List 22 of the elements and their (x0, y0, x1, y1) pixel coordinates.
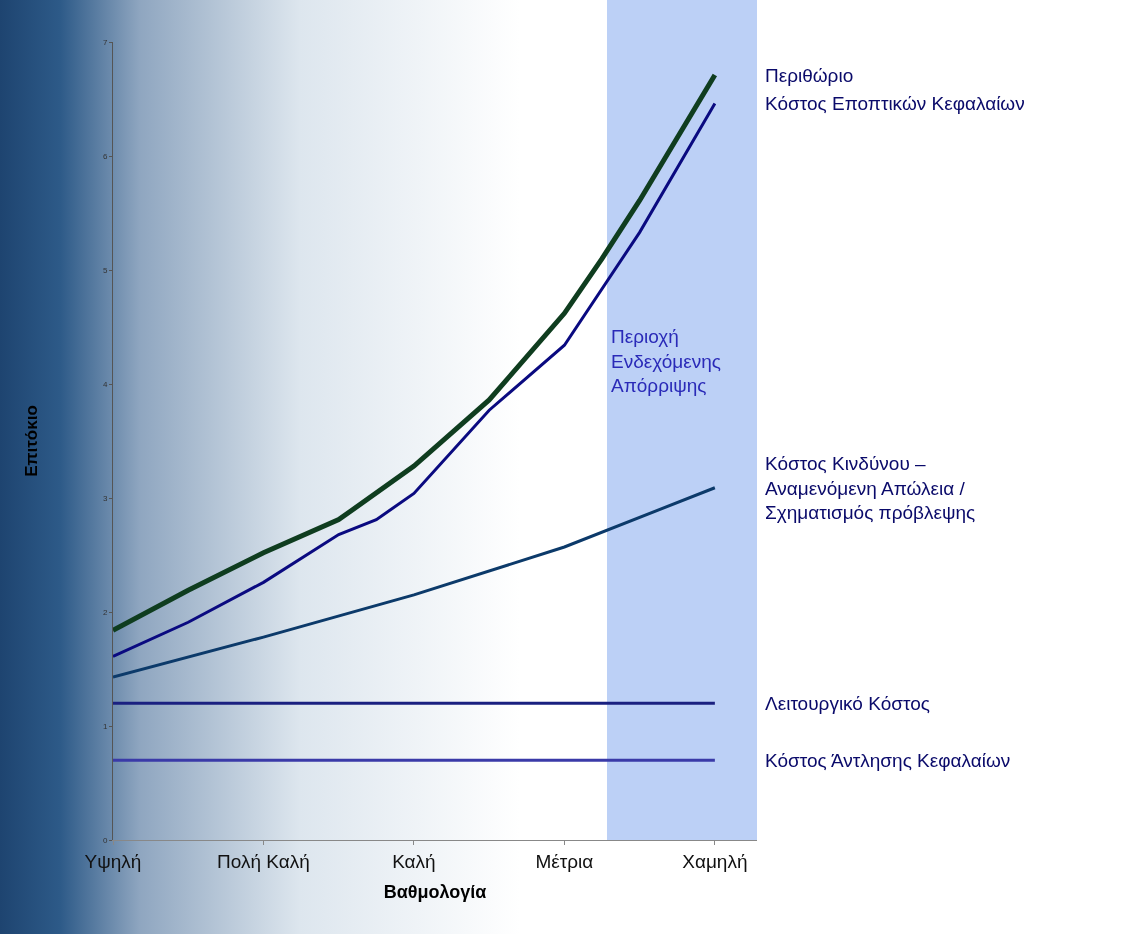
line-series (113, 486, 717, 679)
text: Κόστος Εποπτικών Κεφαλαίων (765, 93, 1025, 114)
y-tick-label: 5 (102, 265, 108, 275)
annotation: Περιοχή Ενδεχόμενης Απόρριψης (611, 326, 721, 397)
y-tick-label: 6 (102, 151, 108, 161)
y-tick-label: 1 (102, 721, 108, 731)
x-axis-title: Βαθμολογία (383, 881, 487, 902)
text: Λειτουργικό Κόστος (765, 693, 930, 714)
y-axis-title: Επιτόκιο (22, 405, 42, 477)
text: Κόστος Άντλησης Κεφαλαίων (765, 750, 1011, 771)
x-tick-label: Καλή (392, 850, 436, 872)
text: Κόστος Κινδύνου – Αναμενόμενη Απώλεια / Σχηματισμός πρόβλεψης (765, 453, 976, 524)
y-tick-label: 3 (102, 493, 108, 503)
text: Περιθώριο (765, 65, 854, 86)
y-tick-label: 4 (102, 379, 108, 389)
x-tick-label: Πολή Καλή (217, 850, 310, 872)
y-tick-label: 7 (102, 37, 108, 47)
x-tick-label: Μέτρια (535, 850, 594, 872)
y-tick-label: 2 (102, 607, 108, 617)
y-tick-label: 0 (102, 835, 108, 845)
x-tick-label: Υψηλή (84, 850, 142, 872)
x-tick-label: Χαμηλή (682, 850, 748, 872)
